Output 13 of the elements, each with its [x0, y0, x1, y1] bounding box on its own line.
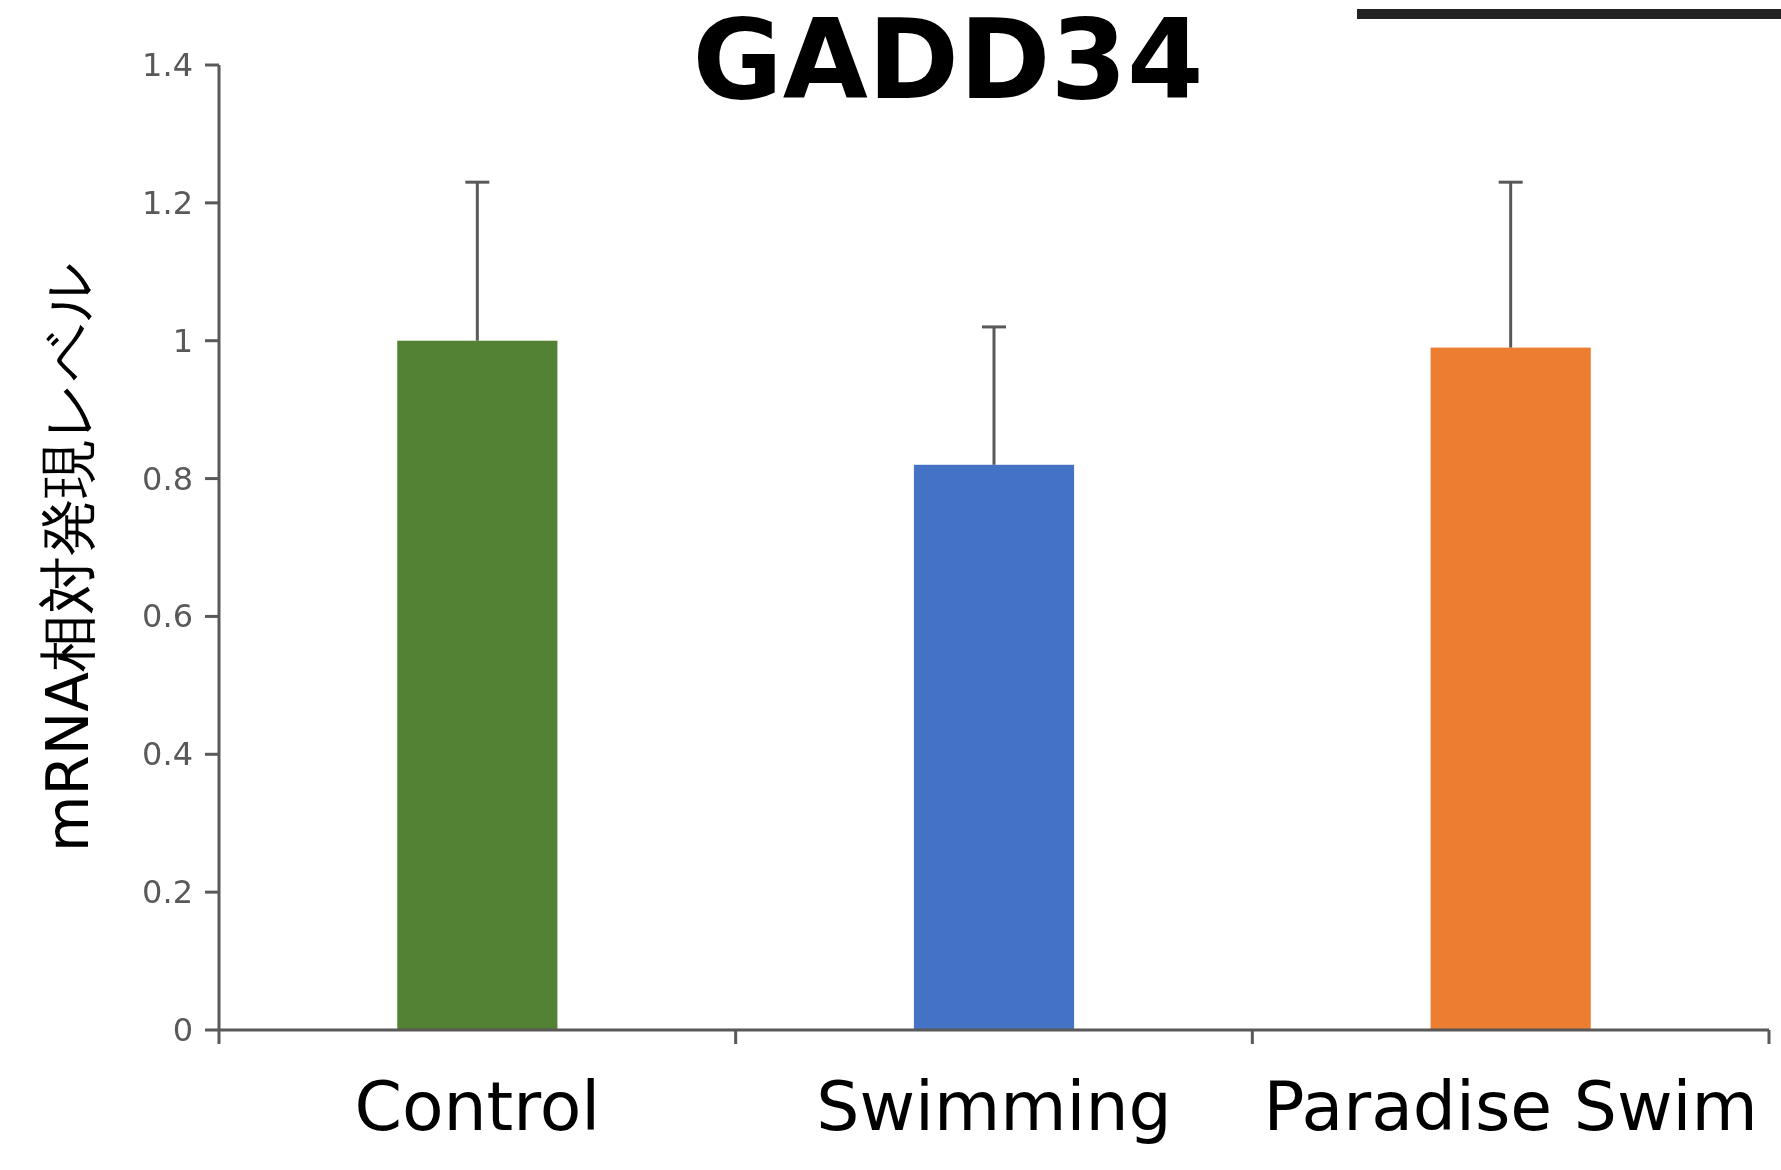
y-tick-label: 0.6: [142, 597, 193, 636]
y-tick-label: 1.2: [142, 183, 193, 222]
y-tick-label: 1: [172, 321, 193, 360]
chart-title: GADD34: [692, 0, 1204, 124]
x-tick-label: Control: [354, 1067, 601, 1146]
x-tick-label: Swimming: [816, 1067, 1172, 1146]
y-tick-label: 1.4: [142, 46, 193, 84]
y-tick-label: 0.8: [142, 459, 193, 498]
y-tick-label: 0: [172, 1011, 193, 1049]
y-axis-title: mRNA相対発現レベル: [34, 263, 102, 852]
y-tick-label: 0.2: [142, 873, 193, 912]
y-tick-label: 0.4: [142, 735, 193, 774]
x-tick-label: Paradise Swim: [1263, 1067, 1758, 1146]
